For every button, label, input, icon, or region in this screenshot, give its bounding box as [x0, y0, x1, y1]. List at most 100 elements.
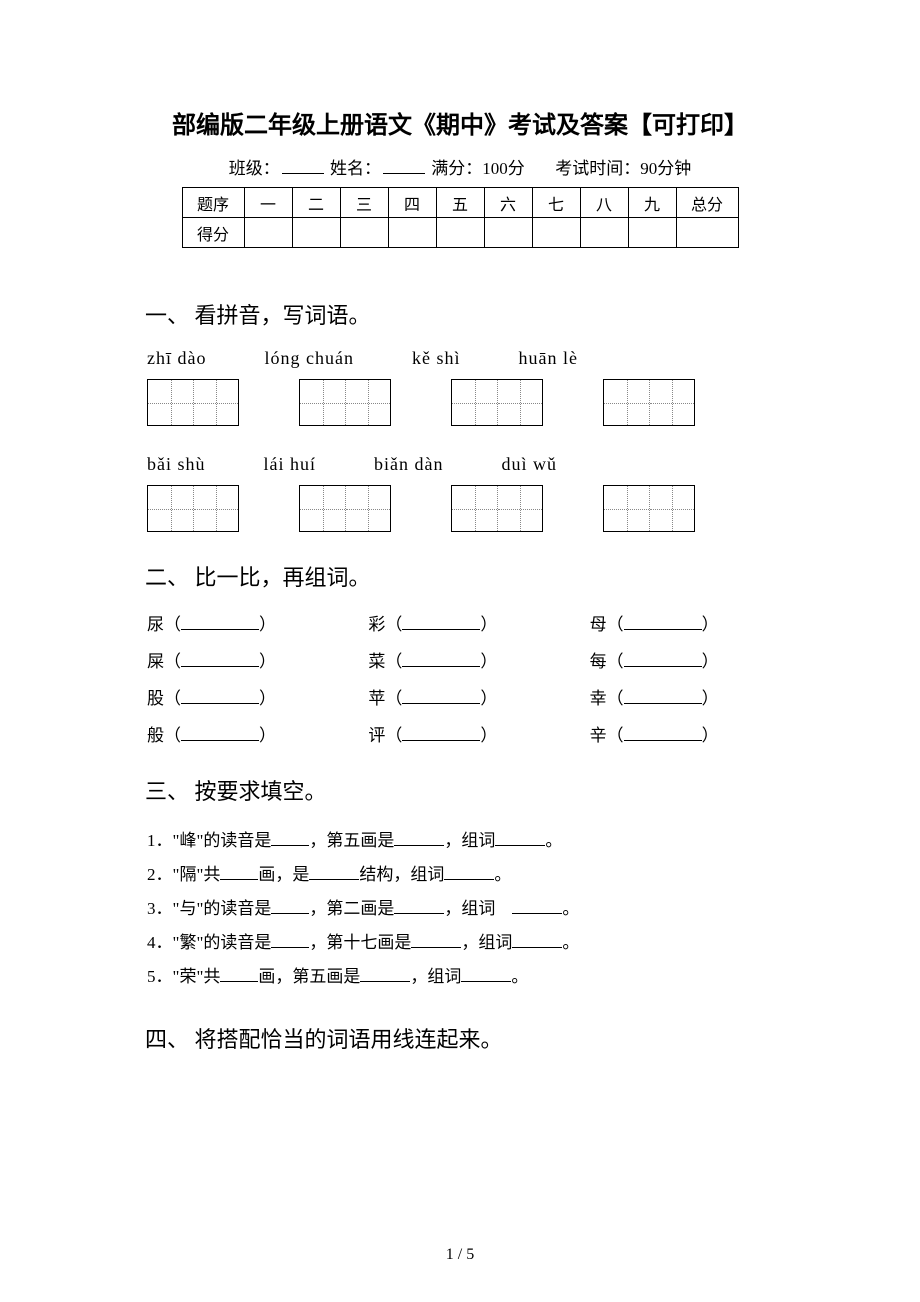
class-blank[interactable] — [282, 158, 324, 174]
compare-blank[interactable] — [624, 615, 702, 630]
compare-grid: 尿（） 彩（） 母（） 屎（） 菜（） 每（） 股（） 苹（） 幸（） 般（） 评（） 辛（） — [145, 610, 775, 746]
score-col: 六 — [484, 188, 532, 218]
fill-blank[interactable] — [512, 899, 562, 914]
tian-row-1 — [145, 379, 775, 426]
fill-blank[interactable] — [394, 831, 444, 846]
fill-blank[interactable] — [461, 967, 511, 982]
fill-blank[interactable] — [220, 865, 258, 880]
score-cell[interactable] — [676, 218, 738, 248]
compare-blank[interactable] — [402, 726, 480, 741]
fill-item: 3．"与"的读音是，第二画是，组词 。 — [147, 892, 775, 926]
compare-blank[interactable] — [181, 652, 259, 667]
tianzige-box[interactable] — [147, 485, 239, 532]
name-label: 姓名： — [330, 159, 381, 178]
score-col: 七 — [532, 188, 580, 218]
compare-blank[interactable] — [402, 652, 480, 667]
compare-blank[interactable] — [181, 726, 259, 741]
tianzige-box[interactable] — [299, 379, 391, 426]
compare-item: 评（） — [368, 721, 553, 746]
score-col: 总分 — [676, 188, 738, 218]
score-col: 一 — [244, 188, 292, 218]
tianzige-box[interactable] — [603, 485, 695, 532]
score-col: 四 — [388, 188, 436, 218]
pinyin-row-2: bǎi shù lái huí biǎn dàn duì wǔ — [145, 454, 775, 475]
compare-item: 菜（） — [368, 647, 553, 672]
full-score: 满分：100分 — [431, 159, 525, 178]
compare-blank[interactable] — [181, 689, 259, 704]
score-cell[interactable] — [388, 218, 436, 248]
pinyin-item: duì wǔ — [501, 454, 557, 475]
pinyin-item: bǎi shù — [147, 454, 206, 475]
score-col: 九 — [628, 188, 676, 218]
page-title: 部编版二年级上册语文《期中》考试及答案【可打印】 — [145, 105, 775, 140]
section-4-title: 四、 将搭配恰当的词语用线连起来。 — [145, 1022, 775, 1054]
compare-item: 屎（） — [147, 647, 332, 672]
tianzige-box[interactable] — [451, 379, 543, 426]
score-col: 八 — [580, 188, 628, 218]
score-header-first: 题序 — [182, 188, 244, 218]
compare-item: 辛（） — [590, 721, 775, 746]
score-cell[interactable] — [532, 218, 580, 248]
fill-blank[interactable] — [512, 933, 562, 948]
compare-item: 苹（） — [368, 684, 553, 709]
fill-blank[interactable] — [271, 899, 309, 914]
fill-blank[interactable] — [444, 865, 494, 880]
score-col: 二 — [292, 188, 340, 218]
fill-blank[interactable] — [271, 831, 309, 846]
fill-blank[interactable] — [220, 967, 258, 982]
tianzige-box[interactable] — [451, 485, 543, 532]
compare-blank[interactable] — [402, 615, 480, 630]
score-cell[interactable] — [244, 218, 292, 248]
pinyin-item: zhī dào — [147, 348, 206, 369]
name-blank[interactable] — [383, 158, 425, 174]
tian-row-2 — [145, 485, 775, 532]
score-cell[interactable] — [580, 218, 628, 248]
fill-blank[interactable] — [309, 865, 359, 880]
compare-blank[interactable] — [181, 615, 259, 630]
compare-item: 幸（） — [590, 684, 775, 709]
fill-blank[interactable] — [411, 933, 461, 948]
pinyin-row-1: zhī dào lóng chuán kě shì huān lè — [145, 348, 775, 369]
compare-item: 每（） — [590, 647, 775, 672]
score-cell[interactable] — [340, 218, 388, 248]
compare-blank[interactable] — [624, 689, 702, 704]
compare-blank[interactable] — [624, 726, 702, 741]
compare-item: 尿（） — [147, 610, 332, 635]
fill-item: 2．"隔"共画，是结构，组词。 — [147, 858, 775, 892]
compare-item: 母（） — [590, 610, 775, 635]
pinyin-item: biǎn dàn — [374, 454, 443, 475]
fill-blank[interactable] — [271, 933, 309, 948]
fill-blank[interactable] — [495, 831, 545, 846]
section-2-title: 二、 比一比，再组词。 — [145, 560, 775, 592]
class-label: 班级： — [229, 159, 280, 178]
pinyin-item: lóng chuán — [264, 348, 353, 369]
fill-blank[interactable] — [360, 967, 410, 982]
score-row-label: 得分 — [182, 218, 244, 248]
compare-item: 股（） — [147, 684, 332, 709]
tianzige-box[interactable] — [603, 379, 695, 426]
tianzige-box[interactable] — [147, 379, 239, 426]
score-cell[interactable] — [484, 218, 532, 248]
score-cell[interactable] — [628, 218, 676, 248]
score-cell[interactable] — [436, 218, 484, 248]
score-col: 三 — [340, 188, 388, 218]
pinyin-item: kě shì — [412, 348, 461, 369]
tianzige-box[interactable] — [299, 485, 391, 532]
fill-list: 1．"峰"的读音是，第五画是，组词。2．"隔"共画，是结构，组词。3．"与"的读… — [145, 824, 775, 994]
fill-item: 1．"峰"的读音是，第五画是，组词。 — [147, 824, 775, 858]
exam-time: 考试时间：90分钟 — [555, 159, 691, 178]
compare-blank[interactable] — [624, 652, 702, 667]
fill-item: 5．"荣"共画，第五画是，组词。 — [147, 960, 775, 994]
compare-item: 般（） — [147, 721, 332, 746]
section-1-title: 一、 看拼音，写词语。 — [145, 298, 775, 330]
fill-item: 4．"繁"的读音是，第十七画是，组词。 — [147, 926, 775, 960]
score-table: 题序一二三四五六七八九总分得分 — [182, 187, 739, 248]
pinyin-item: lái huí — [264, 454, 317, 475]
compare-item: 彩（） — [368, 610, 553, 635]
section-3-title: 三、 按要求填空。 — [145, 774, 775, 806]
compare-blank[interactable] — [402, 689, 480, 704]
fill-blank[interactable] — [394, 899, 444, 914]
score-col: 五 — [436, 188, 484, 218]
pinyin-item: huān lè — [518, 348, 577, 369]
score-cell[interactable] — [292, 218, 340, 248]
